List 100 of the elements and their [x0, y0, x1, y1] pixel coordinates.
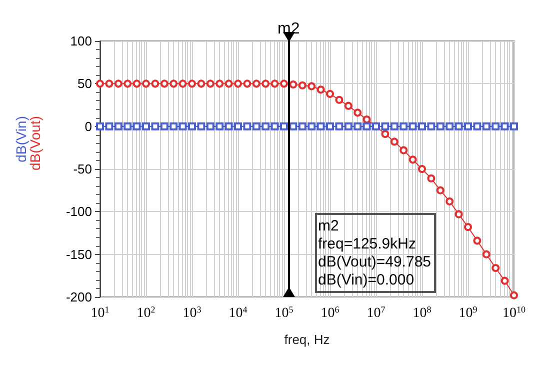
- point: [510, 122, 518, 130]
- point: [289, 80, 298, 89]
- point: [427, 174, 436, 182]
- point: [280, 122, 288, 130]
- point: [298, 81, 306, 90]
- point: [381, 122, 390, 130]
- y-tick-label: -50: [73, 162, 92, 176]
- point: [188, 80, 196, 88]
- point: [362, 122, 371, 130]
- point: [500, 276, 509, 285]
- point: [298, 122, 306, 130]
- point: [188, 122, 196, 130]
- point: [151, 122, 160, 130]
- point: [492, 264, 500, 272]
- point: [197, 80, 206, 88]
- point: [289, 122, 298, 130]
- point: [418, 165, 426, 173]
- point: [243, 122, 252, 130]
- annotation: dB(Vout)=49.785: [318, 254, 432, 270]
- point: [454, 122, 463, 130]
- point: [224, 80, 233, 88]
- point: [234, 122, 242, 130]
- point: [492, 122, 500, 130]
- point: [105, 122, 114, 130]
- point: [114, 80, 122, 88]
- point: [436, 122, 444, 130]
- point: [124, 122, 132, 130]
- point: [216, 122, 224, 130]
- point: [170, 80, 178, 88]
- y-tick-label: -100: [66, 204, 92, 220]
- point: [454, 210, 463, 218]
- point: [262, 80, 270, 88]
- text: dB(Vin): [13, 116, 29, 162]
- point: [262, 122, 270, 130]
- point: [390, 122, 398, 130]
- y-tick-label: 50: [78, 76, 92, 92]
- point: [124, 80, 132, 88]
- point: [224, 122, 233, 130]
- point: [464, 223, 472, 232]
- point: [270, 80, 279, 88]
- point: [400, 122, 408, 130]
- point: [316, 122, 325, 130]
- annotation: dB(Vin)=0.000: [318, 272, 414, 288]
- point: [252, 122, 260, 130]
- point: [400, 146, 408, 154]
- point: [473, 236, 482, 245]
- point: [170, 122, 178, 130]
- annotation: freq=125.9kHz: [318, 236, 416, 252]
- point: [510, 291, 518, 300]
- point: [280, 80, 288, 88]
- point: [142, 122, 150, 130]
- point: [234, 80, 242, 88]
- point: [132, 80, 141, 88]
- point: [308, 82, 316, 90]
- y-tick-label: -150: [66, 246, 92, 262]
- point: [197, 122, 206, 130]
- point: [105, 80, 114, 88]
- point: [354, 122, 362, 130]
- annotation: m2: [318, 218, 339, 234]
- point: [326, 90, 334, 98]
- point: [132, 122, 141, 130]
- point: [446, 197, 454, 206]
- point: [482, 250, 490, 258]
- point: [160, 80, 168, 88]
- point: [500, 122, 509, 130]
- point: [335, 96, 344, 104]
- point: [151, 80, 160, 88]
- point: [270, 122, 279, 130]
- point: [206, 80, 214, 88]
- point: [114, 122, 122, 130]
- point: [482, 122, 490, 130]
- point: [473, 122, 482, 130]
- point: [354, 108, 362, 117]
- point: [390, 138, 398, 146]
- point: [418, 122, 426, 130]
- point: [464, 122, 472, 130]
- point: [160, 122, 168, 130]
- point: [381, 130, 390, 138]
- point: [344, 122, 352, 130]
- point: [408, 122, 417, 130]
- y-tick-label: -200: [66, 290, 92, 304]
- point: [243, 80, 252, 88]
- point: [408, 156, 417, 164]
- point: [436, 186, 444, 194]
- point: [446, 122, 454, 130]
- point: [178, 122, 187, 130]
- point: [96, 80, 104, 88]
- y-tick-label: 0: [84, 118, 92, 134]
- point: [252, 80, 260, 88]
- point: [344, 102, 352, 110]
- point: [216, 80, 224, 88]
- point: [206, 122, 214, 130]
- point: [326, 122, 334, 130]
- y-tick-label: 100: [70, 34, 92, 48]
- point: [427, 122, 436, 130]
- point: [142, 80, 150, 88]
- point: [316, 86, 325, 94]
- point: [335, 122, 344, 130]
- point: [308, 122, 316, 130]
- point: [178, 80, 187, 88]
